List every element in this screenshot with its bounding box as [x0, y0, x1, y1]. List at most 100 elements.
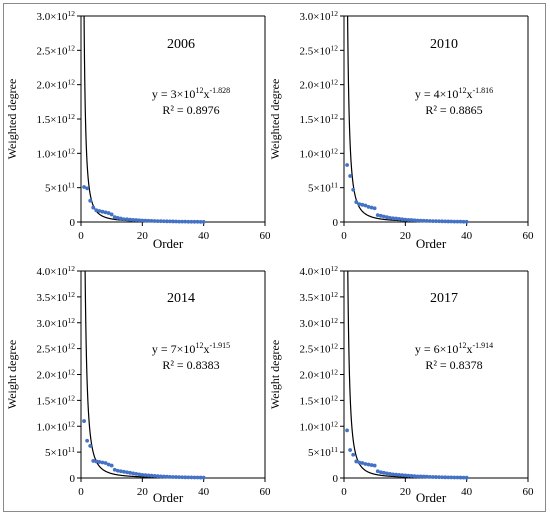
- data-point: [180, 219, 185, 224]
- data-point: [375, 469, 380, 474]
- figure-frame: [3, 3, 546, 512]
- data-point: [115, 468, 120, 473]
- panel-title: 2010: [430, 37, 458, 52]
- data-point: [85, 186, 90, 191]
- y-tick-label: 1.0×1012: [37, 419, 76, 433]
- x-tick-label: 20: [400, 230, 412, 242]
- data-point: [140, 218, 145, 223]
- data-point: [146, 218, 151, 223]
- data-point: [131, 471, 136, 476]
- x-tick-label: 60: [523, 230, 535, 242]
- data-point: [143, 473, 148, 478]
- panel-title: 2006: [167, 37, 195, 52]
- data-point: [351, 187, 356, 192]
- data-point: [168, 219, 172, 224]
- r-squared: R² = 0.8378: [425, 358, 482, 372]
- data-point: [381, 470, 386, 475]
- data-point: [434, 475, 438, 479]
- x-tick-label: 20: [137, 486, 149, 498]
- data-point: [100, 460, 105, 465]
- data-point: [155, 219, 160, 224]
- data-point: [146, 473, 151, 478]
- y-tick-label: 2.0×1012: [300, 368, 339, 382]
- data-point: [134, 218, 139, 222]
- data-point: [397, 472, 402, 477]
- data-point: [189, 475, 194, 480]
- data-point: [437, 219, 441, 224]
- data-point: [412, 218, 417, 223]
- data-point: [360, 461, 365, 465]
- y-tick-label: 2.0×1012: [37, 368, 76, 382]
- data-point: [198, 219, 203, 224]
- data-point: [106, 462, 111, 467]
- data-point: [345, 428, 349, 433]
- data-point: [348, 174, 353, 178]
- data-point: [112, 467, 117, 472]
- data-point: [180, 475, 185, 480]
- y-tick-label: 1.5×1012: [37, 112, 76, 126]
- data-point: [378, 213, 383, 218]
- data-point: [164, 474, 169, 479]
- data-point: [385, 215, 389, 220]
- data-point: [137, 472, 142, 477]
- data-point: [437, 475, 441, 480]
- data-point: [403, 217, 408, 222]
- y-tick-label: 1.5×1012: [37, 393, 76, 407]
- data-point: [363, 203, 368, 208]
- data-point: [452, 219, 457, 224]
- chart-panel-2014: 0 5×1011 1.0×1012 1.5×1012 2.0×1012 2.5×1012 3…: [5, 264, 271, 505]
- x-tick-label: 60: [260, 230, 272, 242]
- data-point: [161, 474, 166, 479]
- data-point: [161, 219, 166, 224]
- data-point: [158, 219, 163, 224]
- data-point: [366, 462, 371, 467]
- panel-title: 2014: [167, 291, 195, 306]
- fit-equation: y = 4×1012x-1.816: [415, 86, 493, 101]
- data-point: [418, 218, 423, 223]
- y-tick-label: 3.0×1012: [37, 316, 76, 330]
- data-point: [109, 463, 114, 468]
- y-tick-label: 1.0×1012: [300, 419, 339, 433]
- y-axis-label: Weighted degree: [268, 79, 282, 160]
- data-point: [97, 209, 102, 213]
- data-point: [118, 469, 123, 474]
- y-tick-label: 3.0×1012: [300, 316, 339, 330]
- data-point: [440, 219, 445, 224]
- data-point: [443, 475, 448, 480]
- data-point: [149, 473, 154, 478]
- data-point: [125, 217, 129, 222]
- data-point: [464, 219, 469, 224]
- data-point: [397, 217, 402, 221]
- data-point: [415, 218, 420, 223]
- data-point: [137, 218, 142, 223]
- data-point: [427, 219, 432, 223]
- data-point: [192, 219, 197, 224]
- y-tick-label: 4.0×1012: [300, 264, 339, 278]
- data-point: [372, 463, 377, 468]
- data-point: [155, 474, 160, 479]
- data-point: [449, 219, 454, 224]
- data-point: [412, 474, 417, 479]
- y-tick-label: 4.0×1012: [37, 264, 76, 278]
- x-axis-label: Order: [416, 236, 447, 251]
- y-tick-label: 5×1011: [45, 181, 75, 195]
- data-point: [174, 219, 178, 224]
- data-point: [94, 459, 99, 464]
- data-point: [100, 209, 105, 214]
- r-squared: R² = 0.8383: [162, 358, 219, 372]
- data-point: [189, 219, 194, 224]
- data-point: [103, 461, 108, 465]
- data-point: [195, 475, 200, 480]
- data-point: [128, 217, 132, 222]
- y-tick-label: 0: [333, 217, 339, 229]
- data-point: [88, 444, 93, 448]
- data-point: [388, 471, 392, 476]
- panel-title: 2017: [430, 291, 458, 306]
- data-point: [177, 475, 182, 480]
- y-tick-label: 3.5×1012: [300, 290, 339, 304]
- data-point: [360, 202, 365, 207]
- fit-equation: y = 7×1012x-1.915: [152, 341, 230, 356]
- data-point: [128, 470, 132, 475]
- y-tick-label: 1.5×1012: [300, 393, 339, 407]
